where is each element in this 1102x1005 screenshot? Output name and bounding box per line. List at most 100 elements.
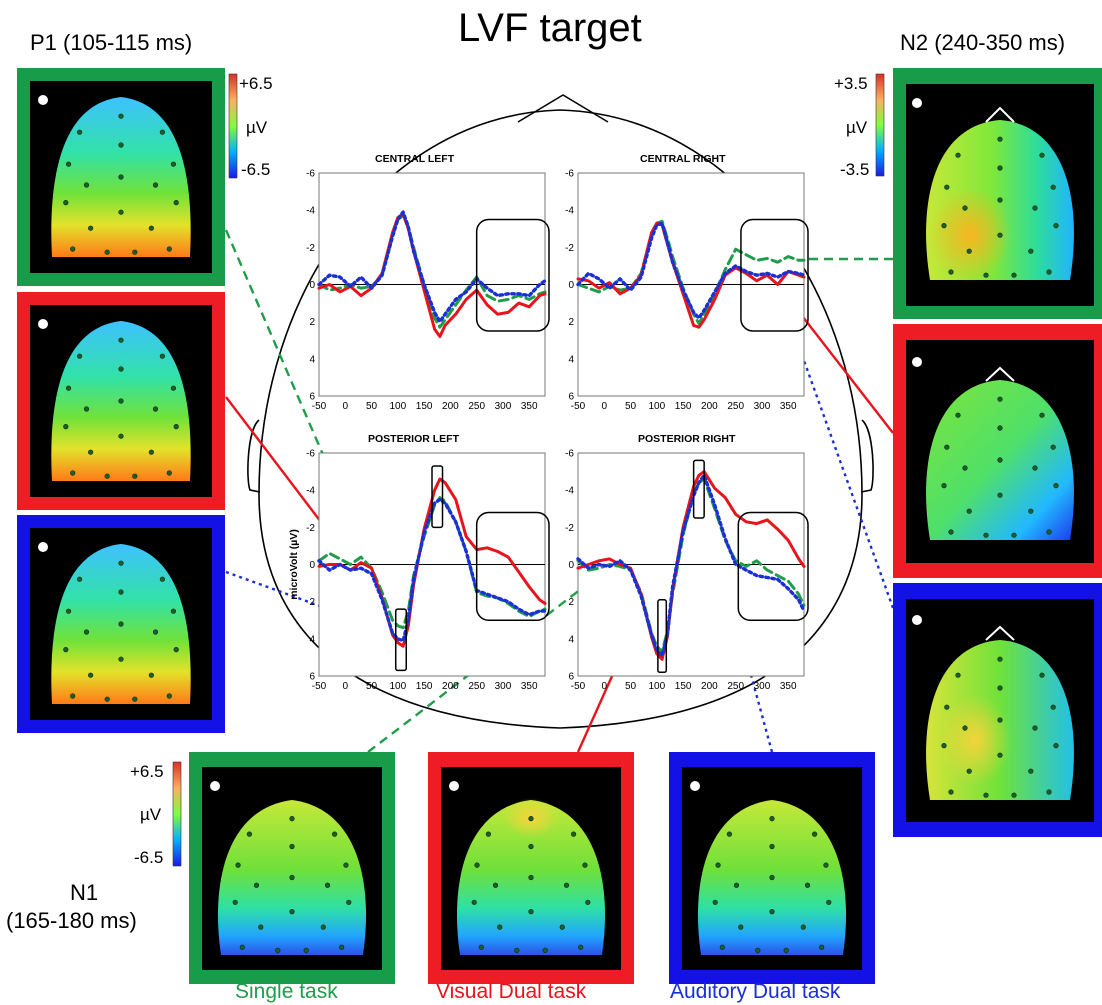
electrode-dot <box>132 473 138 479</box>
y-tick-label: 0 <box>568 560 574 571</box>
electrode-dot <box>528 908 534 915</box>
panel-title: POSTERIOR RIGHT <box>638 433 736 445</box>
electrode-dot <box>159 576 165 582</box>
x-tick-label: 0 <box>342 401 348 412</box>
electrode-dot <box>1032 465 1038 471</box>
electrode-dot <box>1032 725 1038 731</box>
reference-dot-icon <box>38 542 48 552</box>
electrode-dot <box>962 465 968 471</box>
n1-window-range: (165-180 ms) <box>6 908 137 933</box>
electrode-dot <box>997 197 1003 203</box>
electrode-dot <box>346 899 352 905</box>
x-tick-label: -50 <box>571 681 586 692</box>
electrode-dot <box>997 136 1003 142</box>
electrode-dot <box>83 629 90 635</box>
electrode-dot <box>966 768 972 774</box>
electrode-dot <box>232 899 238 905</box>
electrode-dot <box>997 717 1003 723</box>
electrode-dot <box>118 142 124 148</box>
p1-window-label: P1 (105-115 ms) <box>30 30 193 55</box>
left-ear-icon <box>247 419 261 493</box>
electrode-dot <box>712 899 718 905</box>
electrode-dot <box>152 182 159 188</box>
electrode-dot <box>474 862 480 868</box>
electrode-dot <box>1046 529 1052 535</box>
electrode-dot <box>118 621 124 627</box>
electrode-dot <box>997 492 1003 498</box>
electrode-dot <box>944 184 950 190</box>
electrode-dot <box>559 924 565 930</box>
electrode-dot <box>76 353 83 359</box>
electrode-dot <box>944 704 950 710</box>
colorbar-n2 <box>875 73 885 177</box>
x-tick-label: 350 <box>521 401 538 412</box>
colorbar-n1 <box>172 761 182 867</box>
electrode-dot <box>941 223 947 229</box>
n2-scale-min: -3.5 <box>840 160 870 179</box>
x-tick-label: 200 <box>701 401 718 412</box>
electrode-dot <box>118 366 124 372</box>
legend-auditory-dual-task: Auditory Dual task <box>670 980 841 1003</box>
electrode-dot <box>289 874 295 881</box>
x-tick-label: 100 <box>648 401 665 412</box>
figure-title: LVF target <box>458 6 642 50</box>
electrode-dot <box>955 152 961 158</box>
series-auditory <box>317 497 547 643</box>
electrode-dot <box>819 944 825 950</box>
reference-dot-icon <box>449 781 459 791</box>
y-tick-label: -2 <box>306 523 315 534</box>
p1-scale-min: -6.5 <box>241 160 271 179</box>
electrode-dot <box>70 470 76 476</box>
series-visual <box>317 477 547 648</box>
x-tick-label: 350 <box>780 401 797 412</box>
electrode-dot <box>783 947 789 953</box>
electrode-dot <box>1053 483 1059 489</box>
x-tick-label: 200 <box>701 681 718 692</box>
x-tick-label: 50 <box>625 401 637 412</box>
electrode-dot <box>755 947 761 953</box>
electrode-dot <box>70 693 76 699</box>
x-tick-label: 250 <box>468 681 485 692</box>
x-tick-label: 150 <box>675 681 692 692</box>
electrode-dot <box>769 908 775 915</box>
x-tick-label: 350 <box>780 681 797 692</box>
electrode-dot <box>1046 269 1052 275</box>
colorbar-p1 <box>228 73 238 179</box>
y-tick-label: 0 <box>309 280 315 291</box>
electrode-dot <box>800 924 806 930</box>
electrode-dot <box>826 899 832 905</box>
electrode-dot <box>1011 532 1017 538</box>
electrode-dot <box>585 899 591 905</box>
topomap-p1-auditory <box>17 515 225 733</box>
electrode-dot <box>118 560 124 566</box>
y-tick-label: 4 <box>309 634 315 645</box>
y-tick-label: -2 <box>565 523 574 534</box>
electrode-dot <box>733 882 740 888</box>
electrode-dot <box>769 815 775 822</box>
x-tick-label: 200 <box>442 681 459 692</box>
legend-single-task: Single task <box>235 980 338 1003</box>
electrode-dot <box>983 532 989 538</box>
n2-scale-unit: µV <box>846 118 868 137</box>
electrode-dot <box>578 944 584 950</box>
electrode-dot <box>118 589 124 595</box>
electrode-dot <box>118 209 124 215</box>
panel-title: POSTERIOR LEFT <box>368 433 460 445</box>
topomap-p1-single <box>17 68 225 286</box>
x-tick-label: 250 <box>468 401 485 412</box>
electrode-dot <box>118 174 124 180</box>
n2-window-box <box>475 511 550 622</box>
y-tick-label: -4 <box>565 486 574 497</box>
electrode-dot <box>997 396 1003 402</box>
topomap-n1-visual <box>428 752 634 984</box>
electrode-dot <box>118 113 124 119</box>
x-tick-label: 150 <box>416 401 433 412</box>
n1-scale-unit: µV <box>140 805 162 824</box>
electrode-dot <box>170 608 177 614</box>
electrode-dot <box>955 412 961 418</box>
electrode-dot <box>239 944 245 950</box>
electrode-dot <box>948 269 954 275</box>
y-tick-label: 6 <box>309 672 315 683</box>
y-axis-label: microVolt (µV) <box>288 529 300 600</box>
